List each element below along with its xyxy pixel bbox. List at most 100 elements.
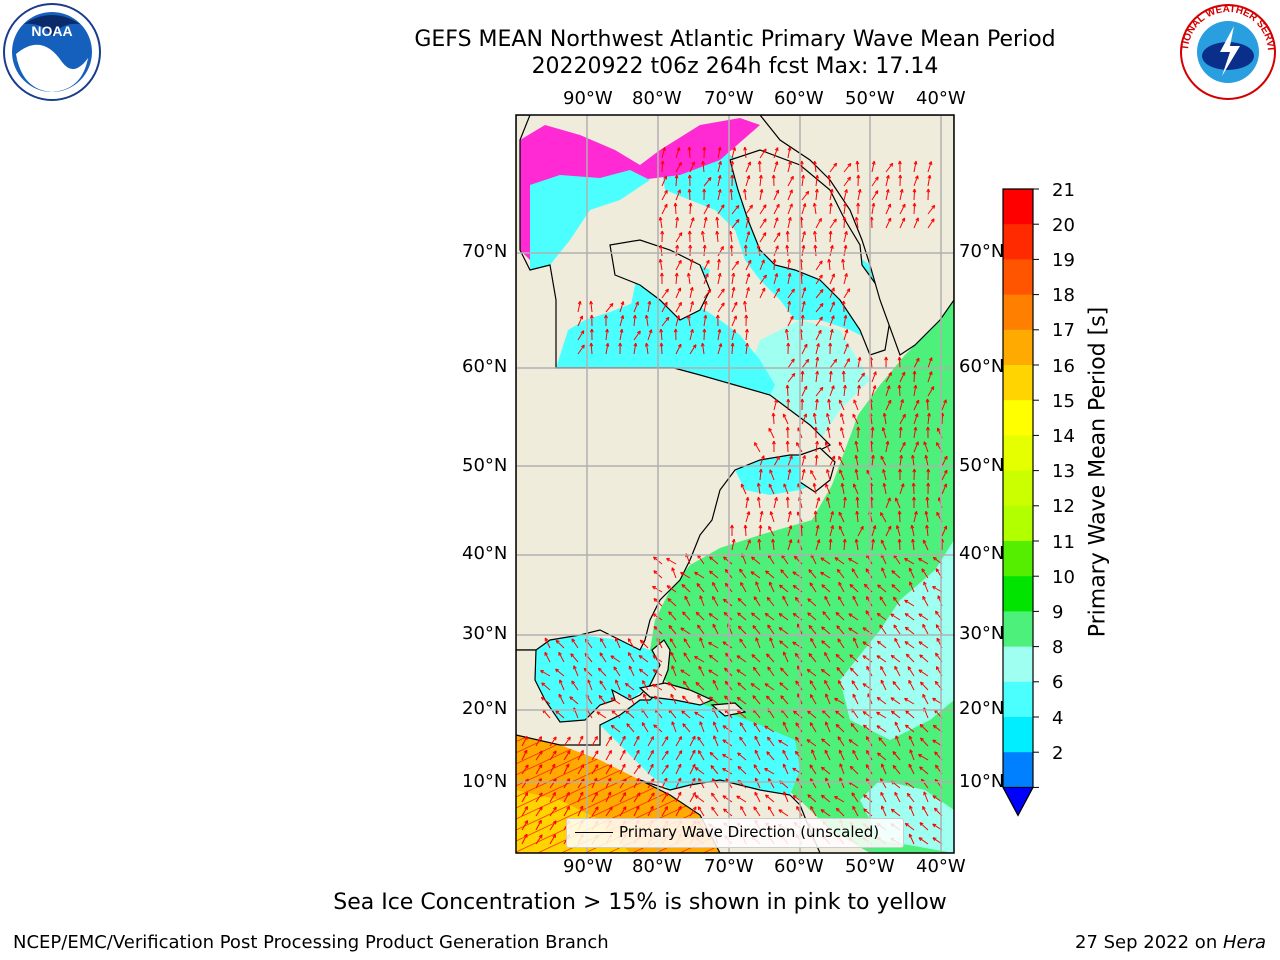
wave-arrow [591,764,599,775]
wave-arrow-head [709,654,713,657]
wave-arrow-head [866,764,870,767]
wave-arrow [624,682,635,691]
wave-arrow-head [733,539,736,543]
wave-arrow-head [737,205,740,209]
wave-arrow [837,680,845,691]
wave-arrow-head [696,611,700,614]
wave-arrow-head [918,641,923,643]
wave-arrow-head [753,806,758,810]
wave-arrow [787,288,795,299]
wave-arrow-head [751,205,753,209]
wave-arrow-head [821,584,826,587]
wave-arrow [689,763,696,775]
wave-arrow-head [816,188,819,193]
wave-arrow-head [739,722,744,726]
wave-arrow-head [918,837,923,839]
wave-arrow-head [837,736,842,740]
wave-arrow-head [851,568,856,572]
wave-arrow [770,511,775,523]
wave-arrow-head [666,585,671,587]
wave-arrow-head [857,202,861,207]
wave-arrow-head [858,384,861,389]
wave-arrow-head [893,624,898,628]
wave-arrow-head [878,737,883,740]
wave-arrow-head [697,736,702,740]
wave-arrow [871,496,873,509]
wave-arrow [731,329,736,341]
lon-label-bottom-50w: 50°W [845,856,895,877]
wave-arrow-head [818,497,821,501]
wave-arrow-head [873,538,875,543]
wave-arrow [767,666,775,677]
wave-arrow [549,792,556,803]
wave-arrow [722,795,733,803]
wave-arrow-head [760,524,763,529]
wave-arrow [688,188,691,201]
colorbar-segment [1003,329,1033,366]
wave-arrow [573,665,579,677]
wave-arrow [675,806,682,817]
wave-arrow [659,259,663,271]
wave-arrow [540,696,551,705]
wave-arrow [852,595,859,607]
wave-arrow [757,245,761,257]
wave-arrow [689,301,694,313]
wave-arrow [778,613,789,621]
wave-arrow [745,259,752,271]
lat-label-left-10n: 10°N [462,771,508,792]
wave-arrow [899,189,903,201]
wave-arrow-head [909,805,913,809]
wave-arrow [815,289,824,299]
wave-arrow [880,666,887,677]
wave-arrow [922,694,929,705]
wave-arrow [717,246,724,257]
wave-arrow-head [864,583,868,586]
wave-arrow [668,709,677,719]
wave-arrow [744,189,747,201]
wave-arrow [675,232,683,243]
wave-arrow [521,806,528,817]
wave-arrow [913,427,917,439]
wave-arrow-head [732,342,735,347]
wave-arrow-head [909,567,913,571]
wave-arrow [825,441,831,453]
wave-arrow-head [891,163,894,167]
wave-arrow-head [681,710,686,713]
wave-arrow [919,766,929,775]
wave-arrow [773,217,779,229]
wave-arrow-head [689,174,692,179]
wave-arrow [739,722,747,733]
wave-arrow [717,147,721,159]
wave-arrow [744,147,747,159]
wave-arrow [795,736,803,747]
wave-arrow-head [766,653,770,656]
wave-arrow [829,455,836,467]
wave-arrow [563,778,571,789]
wave-arrow-head [541,682,546,685]
wave-arrow [836,568,845,579]
wave-arrow-head [755,637,759,641]
wave-arrow [661,190,668,201]
wave-arrow-head [776,497,778,501]
wave-arrow-head [792,795,797,797]
wave-arrow-head [844,384,847,389]
wave-arrow-head [653,598,658,601]
wave-arrow [824,596,831,607]
wave-arrow-head [789,469,792,473]
wave-arrow [671,665,677,677]
wave-arrow [759,232,767,243]
wave-arrow [839,777,845,789]
wave-arrow [852,806,859,817]
wave-arrow [521,778,529,789]
wave-arrow-head [810,637,814,641]
wave-arrow [759,204,767,215]
wave-arrow [919,654,929,663]
wave-arrow-head [733,287,736,291]
wave-arrow-head [849,177,851,181]
wave-arrow [590,301,593,313]
wave-arrow-head [541,834,543,839]
wave-arrow [731,315,737,327]
wave-arrow-head [705,217,708,221]
wave-arrow-head [815,510,818,515]
wave-arrow [605,791,612,803]
